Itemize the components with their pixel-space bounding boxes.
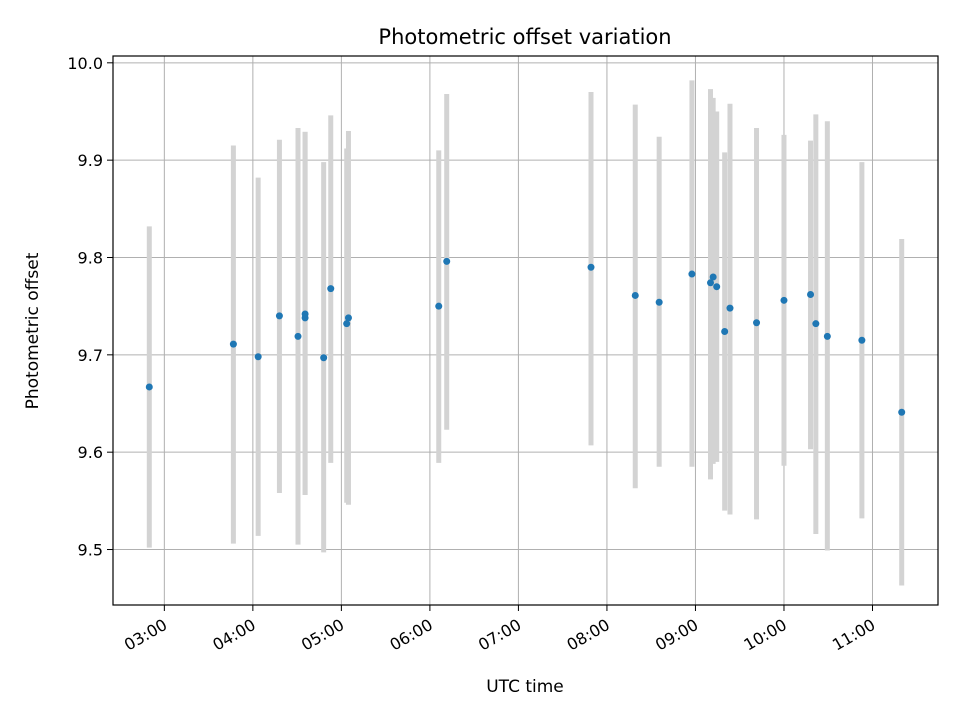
y-tick-label: 9.9 [78,151,103,170]
data-point [294,332,302,340]
data-point [145,383,153,391]
data-point [812,320,820,328]
data-point [275,312,283,320]
data-point [807,290,815,298]
data-point [721,327,729,335]
data-point [655,298,663,306]
y-axis-label: Photometric offset [23,252,43,409]
x-axis-label: UTC time [486,677,564,697]
y-axis-ticks: 9.5 9.6 9.7 9.8 9.9 10.0 [67,54,113,560]
data-points [145,257,906,416]
data-point [753,319,761,327]
data-point [443,257,451,265]
data-point [713,283,721,291]
y-tick-label: 10.0 [67,54,103,73]
data-point [229,340,237,348]
plot-area [113,56,938,605]
data-point [435,302,443,310]
data-point [823,332,831,340]
data-point [343,320,351,328]
data-point [688,270,696,278]
data-point [780,296,788,304]
data-point [254,353,262,361]
data-point [707,279,715,287]
data-point [709,273,717,281]
data-point [320,354,328,362]
data-point [587,263,595,271]
plot-frame [112,55,939,606]
data-point [898,408,906,416]
y-tick-label: 9.8 [78,248,103,267]
data-point [344,314,352,322]
y-tick-label: 9.5 [78,541,103,560]
data-point [301,310,309,318]
data-point [858,336,866,344]
y-tick-label: 9.7 [78,346,103,365]
data-point [631,291,639,299]
data-point [726,304,734,312]
data-point [327,285,335,293]
y-tick-label: 9.6 [78,443,103,462]
chart-title: Photometric offset variation [378,25,671,49]
